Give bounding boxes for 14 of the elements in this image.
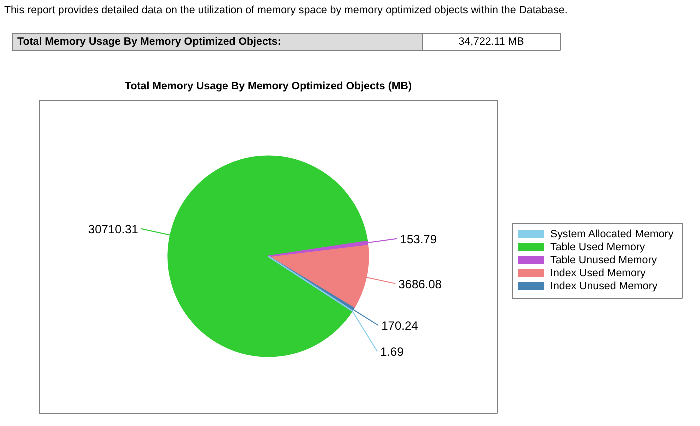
data-label: 153.79 xyxy=(400,232,438,246)
legend-label: Table Used Memory xyxy=(550,242,646,254)
text: 34,722.11 MB xyxy=(458,36,524,48)
legend-label: Index Unused Memory xyxy=(550,280,658,292)
data-label: 3686.08 xyxy=(398,277,442,292)
chart-title: Total Memory Usage By Memory Optimized Objects (MB) xyxy=(125,80,412,92)
data-label: 170.24 xyxy=(382,319,419,334)
legend-label: Index Used Memory xyxy=(550,268,647,280)
data-label: 1.69 xyxy=(380,345,404,360)
legend-label: System Allocated Memory xyxy=(550,228,674,240)
text: This report provides detailed data on the utilization of memory space by memory optimized objects within the Database. xyxy=(4,4,568,16)
data-label: 30710.31 xyxy=(88,222,139,236)
legend-label: Table Unused Memory xyxy=(550,254,658,266)
text: Total Memory Usage By Memory Optimized Objects: xyxy=(18,36,282,48)
